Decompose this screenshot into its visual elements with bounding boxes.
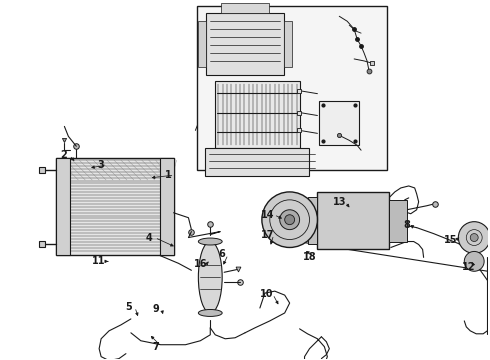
- Text: 8: 8: [403, 220, 410, 230]
- Bar: [206, 13, 284, 75]
- Text: 11: 11: [93, 256, 106, 266]
- Circle shape: [280, 210, 299, 230]
- Text: 3: 3: [98, 160, 104, 170]
- Text: 1: 1: [165, 170, 172, 180]
- Text: 6: 6: [219, 249, 225, 260]
- Text: 5: 5: [125, 302, 132, 312]
- Ellipse shape: [198, 238, 222, 245]
- Text: 2: 2: [60, 150, 67, 160]
- Text: 16: 16: [194, 259, 207, 269]
- Circle shape: [262, 192, 318, 247]
- Text: 7: 7: [152, 342, 159, 352]
- Text: 13: 13: [333, 197, 346, 207]
- Bar: [389, 200, 407, 242]
- Text: 14: 14: [261, 210, 274, 220]
- Circle shape: [458, 222, 490, 253]
- Bar: [56, 158, 173, 255]
- Bar: [205, 148, 310, 176]
- Bar: [56, 158, 71, 255]
- Ellipse shape: [198, 310, 222, 316]
- Text: 10: 10: [260, 289, 273, 299]
- Bar: [284, 21, 292, 67]
- Bar: [308, 197, 318, 244]
- Bar: [318, 192, 389, 249]
- Bar: [215, 81, 299, 148]
- Bar: [319, 100, 359, 145]
- Circle shape: [465, 251, 484, 271]
- Bar: [197, 6, 387, 170]
- Text: 18: 18: [303, 252, 317, 262]
- Bar: [221, 3, 269, 13]
- Bar: [198, 21, 206, 67]
- Bar: [160, 158, 173, 255]
- Text: 15: 15: [443, 234, 457, 244]
- Text: 17: 17: [261, 230, 274, 239]
- Circle shape: [470, 234, 478, 242]
- Text: 9: 9: [152, 304, 159, 314]
- Circle shape: [285, 215, 294, 225]
- Text: 4: 4: [146, 233, 152, 243]
- Text: 12: 12: [462, 262, 475, 272]
- Ellipse shape: [198, 242, 222, 313]
